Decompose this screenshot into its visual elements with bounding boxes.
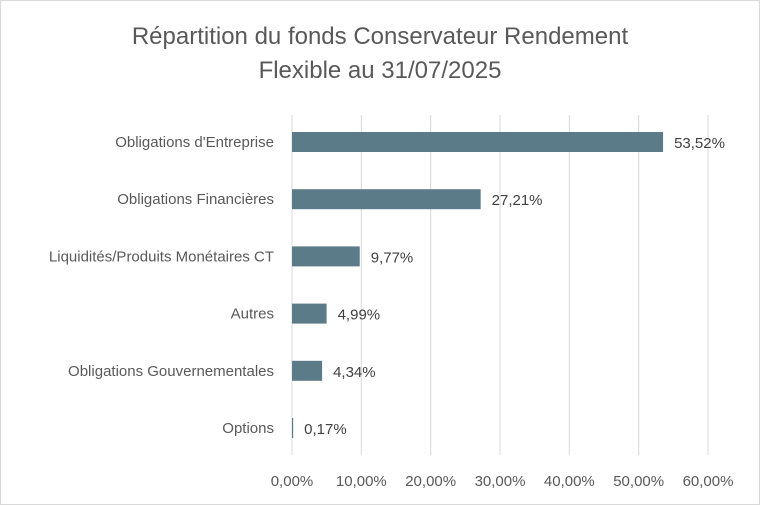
x-tick-label: 60,00% [683,473,734,490]
chart-title-line-2: Flexible au 31/07/2025 [258,57,502,84]
bar [292,360,323,381]
category-label: Autres [231,306,274,323]
bar [292,303,327,324]
category-label: Options [222,420,274,437]
bar [292,132,664,152]
category-label: Liquidités/Produits Monétaires CT [49,248,274,265]
x-tick-label: 50,00% [613,473,664,490]
x-tick-label: 20,00% [405,473,456,490]
data-label: 4,99% [338,307,381,324]
x-tick-label: 0,00% [271,473,314,490]
x-tick-label: 30,00% [475,473,526,490]
category-label: Obligations d'Entreprise [115,134,274,151]
bar [292,189,481,210]
chart-title: Répartition du fonds Conservateur Rendem… [0,20,760,88]
data-label: 9,77% [371,249,414,266]
x-tick-label: 10,00% [336,473,387,490]
bar [292,418,294,438]
data-label: 0,17% [304,421,347,438]
x-tick-label: 40,00% [544,473,595,490]
category-label: Obligations Gouvernementales [68,363,274,380]
data-label: 53,52% [674,135,725,152]
bar [292,246,360,267]
data-label: 4,34% [333,364,376,381]
chart-title-line-1: Répartition du fonds Conservateur Rendem… [131,23,629,50]
category-label: Obligations Financières [117,191,274,208]
data-label: 27,21% [492,192,543,209]
